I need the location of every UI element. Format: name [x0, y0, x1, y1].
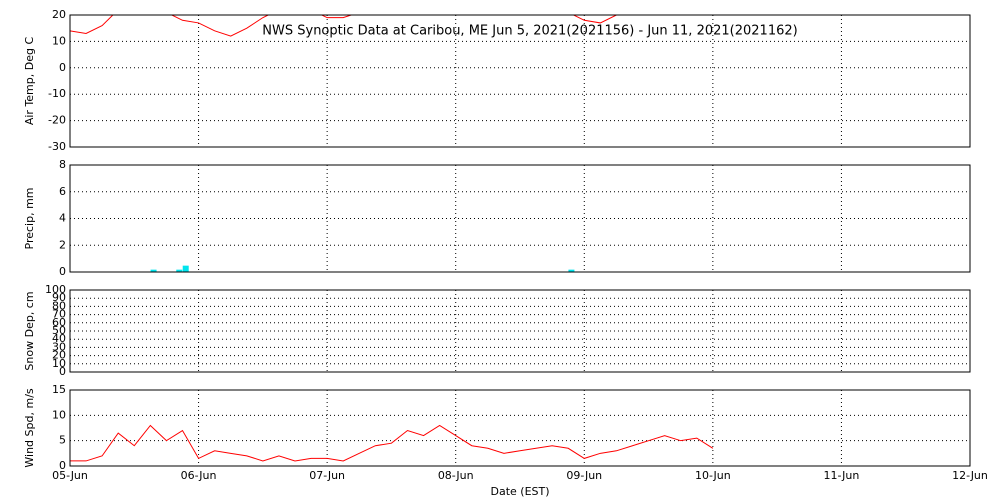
y-tick-label: 0: [59, 459, 66, 472]
y-tick-label: 0: [59, 61, 66, 74]
y-tick-label: 50: [52, 324, 66, 337]
y-tick-label: 100: [45, 283, 66, 296]
frame: [69, 389, 971, 467]
y-tick-label: 10: [52, 357, 66, 370]
frame: [69, 164, 971, 273]
y-tick-label: 6: [59, 185, 66, 198]
y-tick-label: 60: [52, 316, 66, 329]
y-axis-label: Air Temp, Deg C: [23, 37, 36, 126]
y-tick-label: 0: [59, 365, 66, 378]
y-tick-label: 70: [52, 308, 66, 321]
x-tick-label: 08-Jun: [438, 469, 474, 482]
data-line: [70, 15, 618, 37]
x-tick-label: 09-Jun: [566, 469, 602, 482]
y-tick-label: 5: [59, 434, 66, 447]
frame: [69, 14, 971, 148]
y-tick-label: 2: [59, 238, 66, 251]
y-tick-label: 8: [59, 158, 66, 171]
y-tick-label: -20: [48, 114, 66, 127]
y-tick-label: 4: [59, 212, 66, 225]
bar: [150, 269, 157, 272]
y-tick-label: 20: [52, 349, 66, 362]
y-tick-label: 10: [52, 34, 66, 47]
y-tick-label: 10: [52, 408, 66, 421]
plot-area: [150, 265, 575, 272]
bar: [176, 269, 183, 272]
x-tick-label: 05-Jun: [52, 469, 88, 482]
bar: [568, 269, 575, 272]
y-tick-label: 30: [52, 340, 66, 353]
y-tick-label: 40: [52, 332, 66, 345]
y-tick-label: 0: [59, 265, 66, 278]
x-tick-label: 10-Jun: [695, 469, 731, 482]
plot-area: [70, 424, 714, 462]
y-axis-label: Snow Dep, cm: [23, 291, 36, 370]
y-axis-label: Precip, mm: [23, 188, 36, 250]
x-axis-label: Date (EST): [490, 485, 549, 498]
bar: [182, 265, 189, 272]
x-tick-label: 12-Jun: [952, 469, 988, 482]
y-tick-label: 90: [52, 291, 66, 304]
y-axis-label: Wind Spd, m/s: [23, 388, 36, 468]
chart-title: NWS Synoptic Data at Caribou, ME Jun 5, …: [262, 24, 797, 39]
plot-area: [70, 15, 618, 37]
y-tick-label: -30: [48, 140, 66, 153]
data-line: [70, 424, 714, 462]
y-tick-label: -10: [48, 87, 66, 100]
y-tick-label: 80: [52, 299, 66, 312]
frame: [69, 289, 971, 373]
x-tick-label: 06-Jun: [181, 469, 217, 482]
y-tick-label: 20: [52, 8, 66, 21]
y-tick-label: 15: [52, 383, 66, 396]
x-tick-label: 11-Jun: [824, 469, 860, 482]
x-tick-label: 07-Jun: [309, 469, 345, 482]
